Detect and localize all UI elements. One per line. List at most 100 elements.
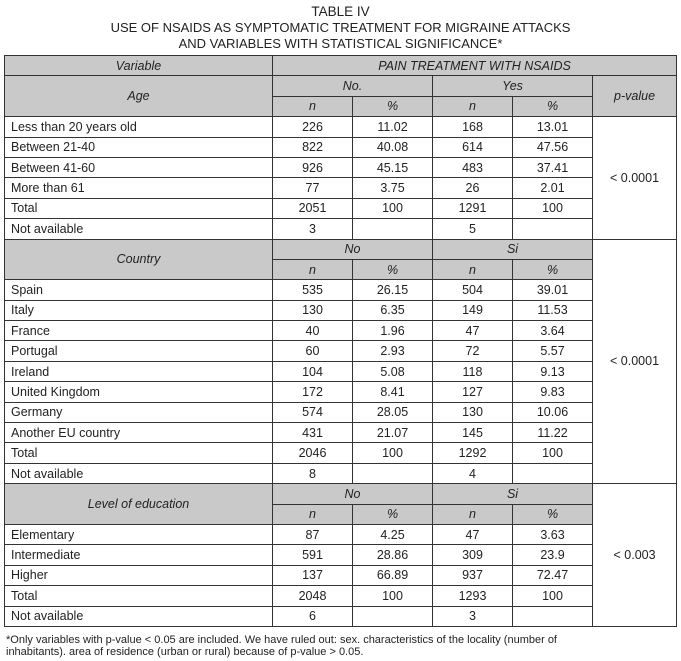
percent-header: % — [352, 258, 433, 281]
value-cell: 172 — [272, 381, 353, 403]
yes-group-header: Si — [432, 238, 593, 260]
value-cell: 6.35 — [352, 299, 433, 322]
value-cell: 40.08 — [352, 136, 433, 158]
value-cell: 47 — [432, 320, 513, 342]
n-header: n — [272, 95, 353, 118]
value-cell: 100 — [512, 585, 593, 607]
table-row: Between 41-60 926 45.15 483 37.41 — [4, 156, 677, 179]
value-cell: 614 — [432, 136, 513, 158]
row-label: Total — [4, 442, 273, 464]
table-row: France 40 1.96 47 3.64 — [4, 320, 677, 342]
yes-group-header: Yes — [432, 75, 593, 97]
value-cell: 8.41 — [352, 381, 433, 403]
value-cell: 130 — [272, 299, 353, 322]
table-row: Germany 574 28.05 130 10.06 — [4, 401, 677, 424]
row-label: Elementary — [4, 523, 273, 546]
value-cell: 145 — [432, 422, 513, 444]
value-cell — [352, 462, 433, 485]
value-cell: 2.01 — [512, 177, 593, 199]
table-row: Intermediate 591 28.86 309 23.9 — [4, 544, 677, 566]
value-cell: 100 — [352, 197, 433, 220]
value-cell: 28.86 — [352, 544, 433, 566]
row-label: Higher — [4, 564, 273, 587]
value-cell: 4.25 — [352, 523, 433, 546]
row-label: Not available — [4, 605, 273, 627]
percent-header: % — [512, 95, 593, 118]
footnote-line1: *Only variables with p-value < 0.05 are … — [6, 634, 557, 646]
table-row: Ireland 104 5.08 118 9.13 — [4, 360, 677, 383]
value-cell: 5 — [432, 218, 513, 240]
table-row: Portugal 60 2.93 72 5.57 — [4, 340, 677, 362]
table-row: Another EU country 431 21.07 145 11.22 — [4, 422, 677, 444]
value-cell: 8 — [272, 462, 353, 485]
table-row: Elementary 87 4.25 47 3.63 — [4, 523, 677, 546]
n-header: n — [432, 95, 513, 118]
section-variable-name: Level of education — [4, 483, 273, 525]
section-header-row: Country No Si < 0.0001 — [4, 238, 678, 485]
percent-header: % — [512, 258, 593, 281]
value-cell: 822 — [272, 136, 353, 158]
value-cell: 10.06 — [512, 401, 593, 424]
value-cell: 5.57 — [512, 340, 593, 362]
value-cell: 28.05 — [352, 401, 433, 424]
row-label: More than 61 — [4, 177, 273, 199]
value-cell: 574 — [272, 401, 353, 424]
footnote: *Only variables with p-value < 0.05 are … — [6, 634, 557, 658]
value-cell: 118 — [432, 360, 513, 383]
pain-treatment-header: PAIN TREATMENT WITH NSAIDS — [271, 54, 678, 77]
value-cell: 149 — [432, 299, 513, 322]
table-row: United Kingdom 172 8.41 127 9.83 — [4, 381, 677, 403]
value-cell: 100 — [352, 442, 433, 464]
value-cell: 937 — [432, 564, 513, 587]
value-cell: 3.75 — [352, 177, 433, 199]
value-cell: 47 — [432, 523, 513, 546]
table-row: Total 2048 100 1293 100 — [4, 585, 677, 607]
section-subheader-row: n% n% — [5, 258, 677, 281]
row-label: Not available — [4, 218, 273, 240]
value-cell — [512, 462, 593, 485]
section-variable-name: Age — [4, 75, 273, 118]
value-cell: 483 — [432, 156, 513, 179]
value-cell: 6 — [272, 605, 353, 627]
table-title: TABLE IV USE OF NSAIDS AS SYMPTOMATIC TR… — [0, 0, 681, 52]
value-cell: 168 — [432, 116, 513, 138]
value-cell: 47.56 — [512, 136, 593, 158]
row-label: Less than 20 years old — [4, 116, 273, 138]
table-row: Not available 6 3 — [4, 605, 677, 627]
row-label: Total — [4, 585, 273, 607]
value-cell: 2.93 — [352, 340, 433, 362]
section-header-row: Age No. Yes p-value — [4, 75, 678, 118]
table-row: Not available 3 5 — [4, 218, 677, 240]
row-label: Italy — [4, 299, 273, 322]
results-table: Variable PAIN TREATMENT WITH NSAIDS Age N… — [4, 54, 678, 627]
value-cell: 130 — [432, 401, 513, 424]
table-caption-line2: AND VARIABLES WITH STATISTICAL SIGNIFICA… — [178, 36, 503, 51]
section-subheader-row: n% n% — [5, 503, 677, 525]
section-variable-name: Country — [4, 238, 273, 281]
value-cell: 3.64 — [512, 320, 593, 342]
value-cell: 40 — [272, 320, 353, 342]
value-cell: 137 — [272, 564, 353, 587]
percent-header: % — [352, 503, 433, 525]
value-cell — [352, 605, 433, 627]
row-label: Between 41-60 — [4, 156, 273, 179]
value-cell: 1292 — [432, 442, 513, 464]
row-label: Between 21-40 — [4, 136, 273, 158]
value-cell: 309 — [432, 544, 513, 566]
value-cell: 87 — [272, 523, 353, 546]
yes-group-header: Si — [432, 483, 593, 505]
value-cell: 26 — [432, 177, 513, 199]
table-row: Between 21-40 822 40.08 614 47.56 — [4, 136, 677, 158]
value-cell: 535 — [272, 279, 353, 301]
value-cell: 3 — [432, 605, 513, 627]
p-value: < 0.0001 — [591, 238, 678, 485]
header-row: Variable PAIN TREATMENT WITH NSAIDS — [4, 54, 678, 77]
value-cell: 5.08 — [352, 360, 433, 383]
percent-header: % — [352, 95, 433, 118]
p-value-header: p-value — [591, 75, 678, 118]
row-label: Germany — [4, 401, 273, 424]
table-row: More than 61 77 3.75 26 2.01 — [4, 177, 677, 199]
n-header: n — [272, 503, 353, 525]
value-cell: 11.22 — [512, 422, 593, 444]
footnote-line2: inhabitants). area of residence (urban o… — [6, 646, 364, 658]
